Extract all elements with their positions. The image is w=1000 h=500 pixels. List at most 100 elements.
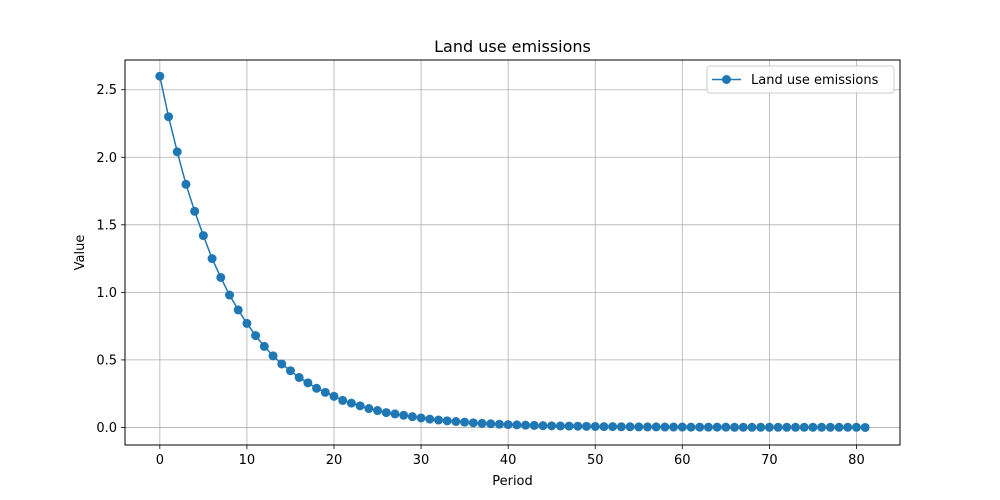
data-point xyxy=(616,422,626,432)
data-point xyxy=(799,422,809,432)
data-point xyxy=(512,420,522,430)
data-point xyxy=(695,422,705,432)
y-tick-label: 1.5 xyxy=(96,218,117,233)
data-point xyxy=(747,422,757,432)
x-tick-label: 30 xyxy=(413,453,430,468)
data-point xyxy=(364,404,374,414)
data-point xyxy=(294,372,304,382)
data-point xyxy=(773,422,783,432)
x-tick-label: 80 xyxy=(848,453,865,468)
data-point xyxy=(538,421,548,431)
data-point xyxy=(677,422,687,432)
data-point xyxy=(730,422,740,432)
data-point xyxy=(686,422,696,432)
data-point xyxy=(608,422,618,432)
data-point xyxy=(285,366,295,376)
data-point xyxy=(407,412,417,422)
data-point xyxy=(190,206,200,216)
data-point xyxy=(851,422,861,432)
ticks: 0 10 20 30 40 50 60 70 80 0.0 0.5 1.0 1.5 2.0 2.5 xyxy=(96,83,864,468)
data-point xyxy=(625,422,635,432)
data-point xyxy=(599,422,609,432)
data-point xyxy=(669,422,679,432)
data-point xyxy=(198,231,208,241)
data-point xyxy=(390,409,400,419)
data-point xyxy=(329,391,339,401)
x-tick-label: 20 xyxy=(326,453,343,468)
x-tick-label: 70 xyxy=(761,453,778,468)
data-point xyxy=(373,406,383,416)
data-point xyxy=(346,398,356,408)
x-tick-label: 40 xyxy=(500,453,517,468)
data-point xyxy=(547,421,557,431)
x-tick-label: 60 xyxy=(674,453,691,468)
data-point xyxy=(503,420,513,430)
data-point xyxy=(233,305,243,315)
data-point xyxy=(555,421,565,431)
data-point xyxy=(468,418,478,428)
data-point xyxy=(843,422,853,432)
data-point xyxy=(860,422,870,432)
data-point xyxy=(564,421,574,431)
data-point xyxy=(590,421,600,431)
x-tick-label: 50 xyxy=(587,453,604,468)
data-point xyxy=(825,422,835,432)
data-point xyxy=(494,419,504,429)
data-point xyxy=(451,416,461,426)
data-point xyxy=(312,383,322,393)
data-point xyxy=(338,395,348,405)
y-tick-label: 2.0 xyxy=(96,151,117,166)
x-tick-label: 0 xyxy=(156,453,164,468)
legend-box xyxy=(706,65,895,94)
data-point xyxy=(259,341,269,351)
y-tick-label: 1.0 xyxy=(96,286,117,301)
y-tick-label: 0.0 xyxy=(96,421,117,436)
data-point xyxy=(582,421,592,431)
data-point xyxy=(712,422,722,432)
data-point xyxy=(251,331,261,341)
data-point xyxy=(216,272,226,282)
data-point xyxy=(808,422,818,432)
data-point xyxy=(268,351,278,361)
data-point xyxy=(834,422,844,432)
data-point xyxy=(442,416,452,426)
y-axis-title: Value xyxy=(73,235,88,271)
data-point xyxy=(224,290,234,300)
data-point xyxy=(181,179,191,189)
data-point xyxy=(634,422,644,432)
data-point xyxy=(416,413,426,423)
legend-label: Land use emissions xyxy=(751,73,879,88)
x-axis-title: Period xyxy=(492,474,533,489)
data-point xyxy=(207,254,217,264)
data-point xyxy=(460,417,470,427)
data-point xyxy=(155,71,165,81)
data-point xyxy=(529,420,539,430)
series-layer xyxy=(155,71,870,432)
chart-title: Land use emissions xyxy=(434,37,591,56)
data-point xyxy=(172,147,182,157)
data-point xyxy=(756,422,766,432)
data-point xyxy=(817,422,827,432)
data-point xyxy=(573,421,583,431)
y-tick-label: 0.5 xyxy=(96,353,117,368)
data-point xyxy=(433,415,443,425)
x-tick-label: 10 xyxy=(239,453,256,468)
data-point xyxy=(738,422,748,432)
data-point xyxy=(477,418,487,428)
data-point xyxy=(355,401,365,411)
data-point xyxy=(399,410,409,420)
y-tick-label: 2.5 xyxy=(96,83,117,98)
plot-frame xyxy=(124,59,901,446)
data-point xyxy=(242,318,252,328)
data-point xyxy=(703,422,713,432)
legend-marker-swatch xyxy=(722,75,731,84)
legend: Land use emissions xyxy=(706,65,895,94)
data-point xyxy=(381,408,391,418)
data-point xyxy=(651,422,661,432)
data-point xyxy=(764,422,774,432)
data-point xyxy=(642,422,652,432)
data-point xyxy=(486,419,496,429)
data-point xyxy=(660,422,670,432)
data-point xyxy=(521,420,531,430)
